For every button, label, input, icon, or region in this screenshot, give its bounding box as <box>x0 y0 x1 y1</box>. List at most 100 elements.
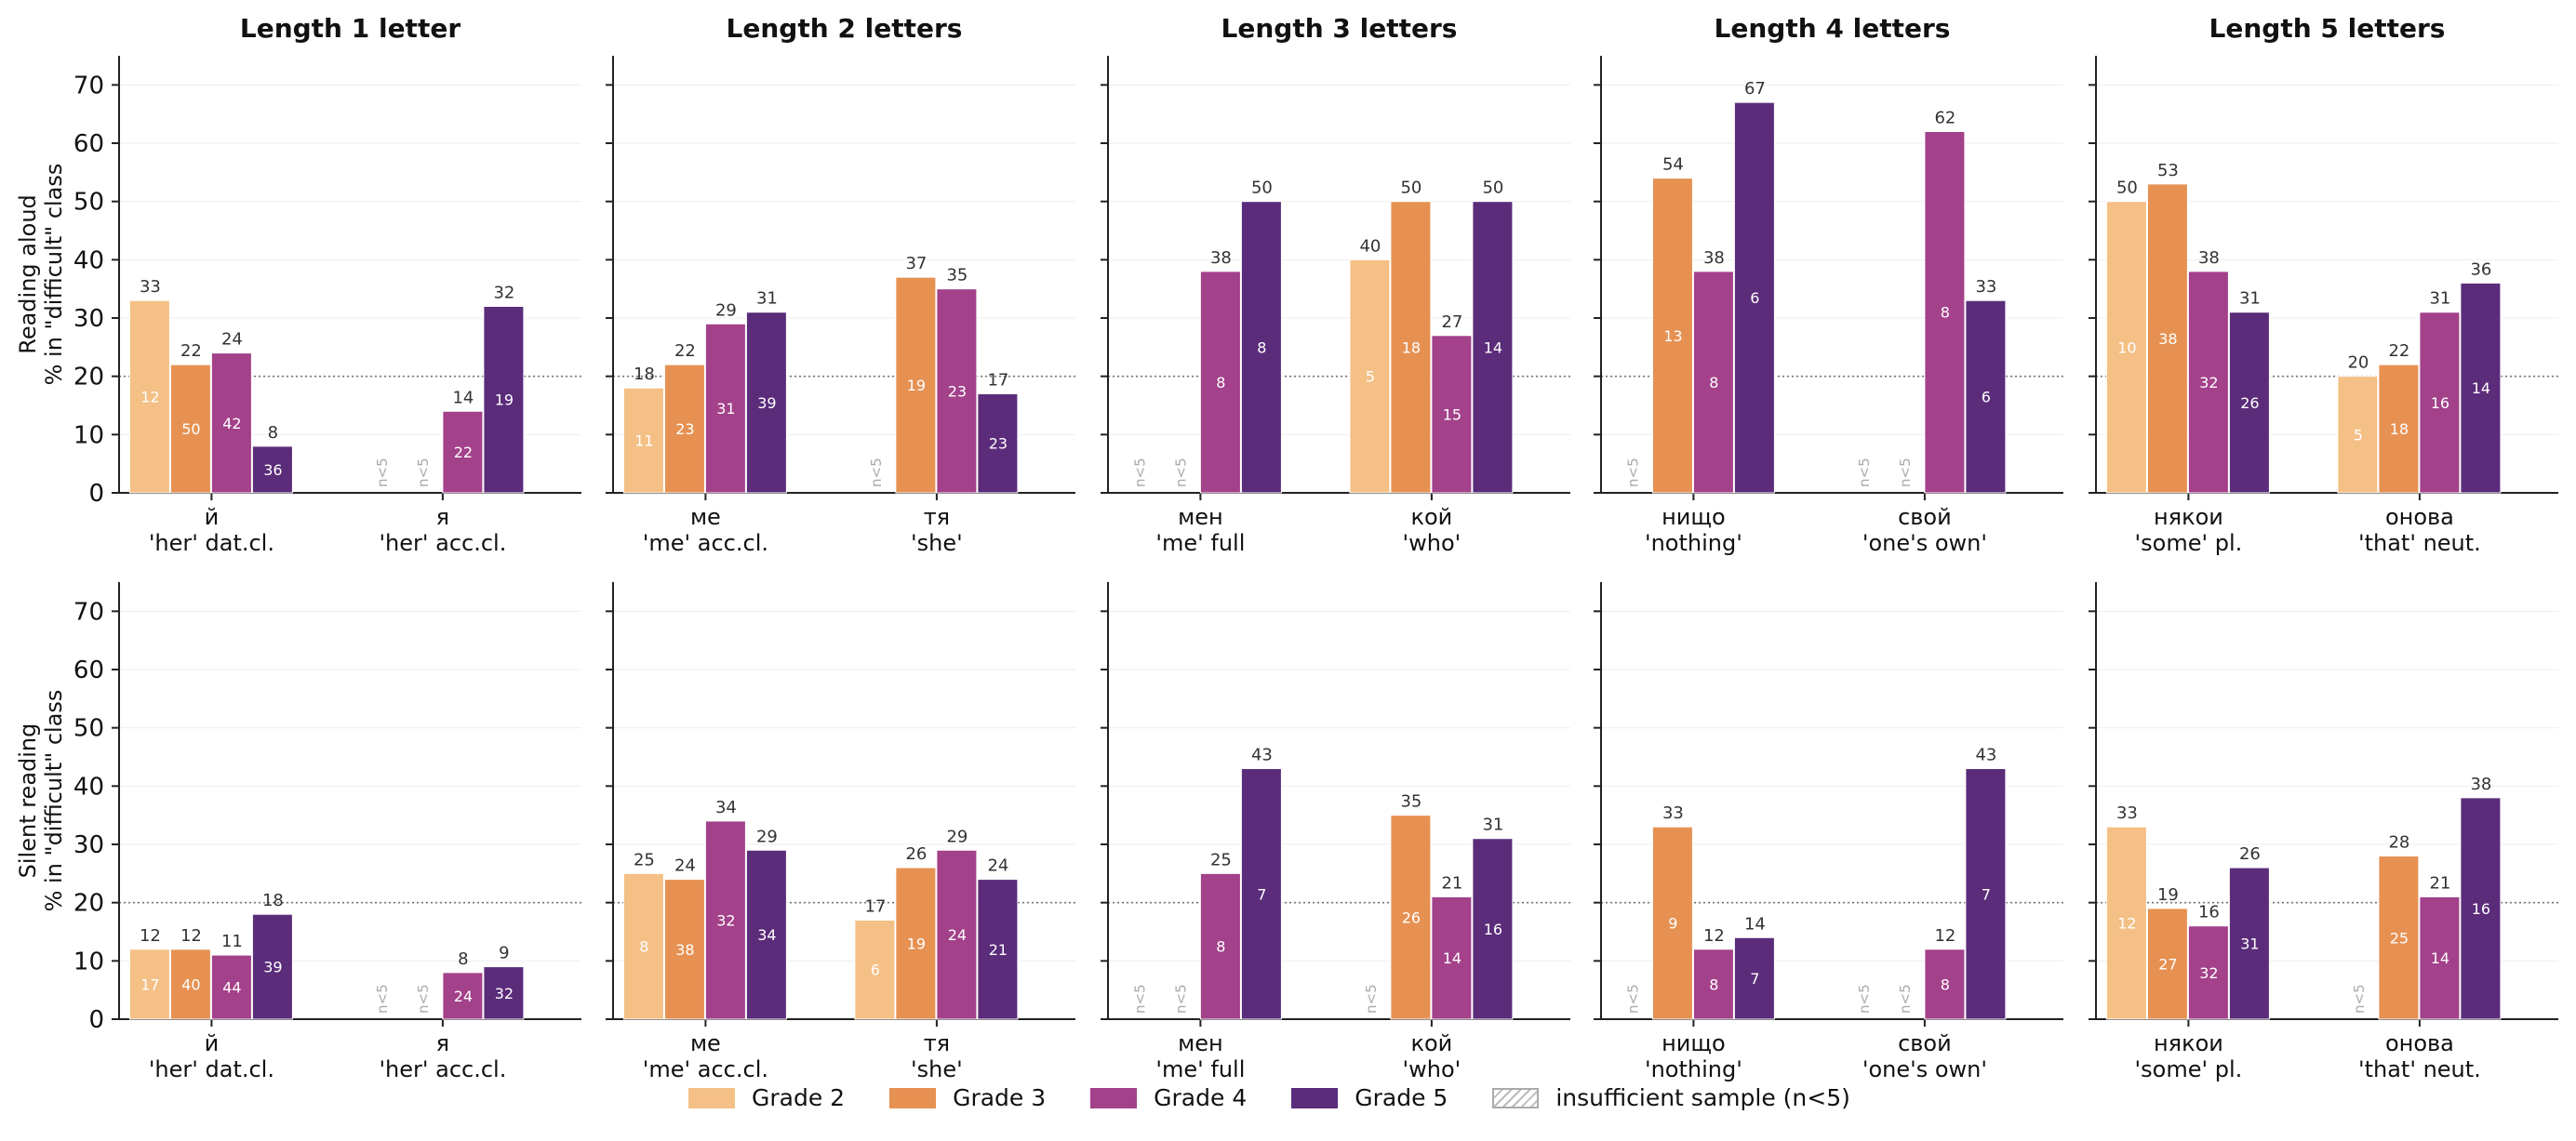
bar-value-label: 50 <box>1482 179 1503 198</box>
bar-value-label: 35 <box>946 266 968 285</box>
legend: Grade 2 Grade 3 Grade 4 Grade 5 insuffic… <box>688 1084 1895 1111</box>
insufficient-sample-label: n<5 <box>2351 984 2368 1014</box>
y-tick-label: 20 <box>73 364 104 391</box>
column-title: Length 3 letters <box>1221 13 1458 44</box>
bar <box>854 919 896 1020</box>
legend-item-grade3: Grade 3 <box>889 1084 1046 1111</box>
bar-count-label: 39 <box>263 959 282 976</box>
bar <box>2146 908 2188 1020</box>
x-tick-label-gloss: 'her' dat.cl. <box>149 1056 274 1082</box>
bar <box>1431 335 1473 494</box>
insufficient-sample-label: n<5 <box>1856 458 1873 487</box>
bar-value-label: 53 <box>2157 161 2179 180</box>
bar-value-label: 43 <box>1975 746 1996 765</box>
bar-value-label: 31 <box>756 289 778 309</box>
bar-value-label: 36 <box>2470 259 2491 279</box>
bar-value-label: 18 <box>634 365 655 384</box>
bar <box>2378 856 2420 1020</box>
bar-count-label: 32 <box>2199 374 2218 391</box>
y-tick-label: 70 <box>73 72 104 100</box>
bar <box>977 392 1019 494</box>
bar-count-label: 8 <box>1257 338 1266 356</box>
bar-count-label: 26 <box>2240 394 2259 412</box>
bar <box>936 849 978 1020</box>
bar-value-label: 28 <box>2388 833 2409 853</box>
legend-label-grade4: Grade 4 <box>1154 1084 1248 1111</box>
y-tick-label: 60 <box>73 657 104 684</box>
bar-value-label: 33 <box>1662 803 1684 823</box>
bar <box>1240 201 1282 494</box>
bar-count-label: 32 <box>2199 964 2218 982</box>
bar-value-label: 24 <box>674 856 696 876</box>
insufficient-sample-label: n<5 <box>415 984 432 1014</box>
bar <box>2187 925 2229 1020</box>
bar-count-label: 16 <box>1484 921 1502 938</box>
bar-count-label: 8 <box>1216 938 1225 956</box>
bar-count-label: 8 <box>1709 975 1718 993</box>
bar-count-label: 11 <box>634 432 653 450</box>
y-tick-label: 40 <box>73 773 104 801</box>
bar-count-label: 23 <box>948 382 967 400</box>
legend-label-grade2: Grade 2 <box>752 1084 846 1111</box>
bar-value-label: 22 <box>2388 341 2409 361</box>
bar <box>169 364 211 494</box>
bar-count-label: 17 <box>140 975 159 993</box>
bar <box>1651 178 1693 494</box>
x-tick-label-gloss: 'some' pl. <box>2135 1056 2243 1082</box>
y-tick-label: 0 <box>88 1006 104 1034</box>
bar-value-label: 38 <box>2470 775 2491 794</box>
bar-value-label: 29 <box>756 827 778 846</box>
bar <box>2105 826 2147 1020</box>
bar-count-label: 7 <box>1982 885 1991 903</box>
bar-value-label: 17 <box>987 370 1008 390</box>
bar-count-label: 19 <box>907 935 926 953</box>
bar-value-label: 32 <box>493 283 514 302</box>
insufficient-sample-label: n<5 <box>1856 984 1873 1014</box>
bar-count-label: 6 <box>1982 389 1991 406</box>
y-axis-label-line2: % in "difficult" class <box>41 164 67 386</box>
bar-count-label: 38 <box>675 941 694 959</box>
bar-count-label: 14 <box>2472 379 2490 397</box>
bar-value-label: 31 <box>2429 289 2450 309</box>
legend-label-grade5: Grade 5 <box>1355 1084 1448 1111</box>
bar-count-label: 13 <box>1663 327 1682 345</box>
x-tick-label-word: я <box>436 504 449 530</box>
insufficient-sample-label: n<5 <box>1897 984 1914 1014</box>
y-tick-label: 10 <box>73 948 104 975</box>
x-tick-label-gloss: 'that' neut. <box>2358 1056 2481 1082</box>
y-tick-label: 50 <box>73 715 104 743</box>
bar <box>622 387 664 494</box>
bar-value-label: 24 <box>221 330 243 350</box>
bar <box>1199 872 1241 1020</box>
x-tick-label-word: свой <box>1898 1030 1952 1056</box>
insufficient-sample-label: n<5 <box>1363 984 1380 1014</box>
bar <box>622 872 664 1020</box>
bar-count-label: 14 <box>2431 949 2449 967</box>
bar <box>1733 936 1775 1020</box>
bar-count-label: 44 <box>222 979 241 997</box>
bar <box>1431 896 1473 1020</box>
legend-swatch-hatch <box>1492 1087 1540 1108</box>
x-tick-label-gloss: 'one's own' <box>1862 1056 1987 1082</box>
bar-count-label: 12 <box>140 389 159 406</box>
insufficient-sample-label: n<5 <box>1897 458 1914 487</box>
bar-count-label: 21 <box>989 941 1008 959</box>
bar-count-label: 14 <box>1443 949 1462 967</box>
bar-value-label: 8 <box>268 423 278 443</box>
insufficient-sample-label: n<5 <box>374 458 391 487</box>
bar-count-label: 6 <box>1750 289 1759 307</box>
bar <box>251 445 293 494</box>
bar-count-label: 39 <box>757 394 776 412</box>
legend-item-grade4: Grade 4 <box>1090 1084 1247 1111</box>
bar <box>2146 183 2188 494</box>
bar-value-label: 9 <box>499 944 509 963</box>
bar-value-label: 35 <box>1400 792 1421 812</box>
x-tick-label-word: онова <box>2385 1030 2454 1056</box>
bar <box>210 954 252 1020</box>
y-tick-label: 40 <box>73 246 104 274</box>
bar <box>2460 282 2502 494</box>
x-tick-label-word: тя <box>924 504 950 530</box>
bar-value-label: 17 <box>864 896 886 916</box>
bar-count-label: 18 <box>2390 420 2409 438</box>
bar <box>1349 259 1391 494</box>
